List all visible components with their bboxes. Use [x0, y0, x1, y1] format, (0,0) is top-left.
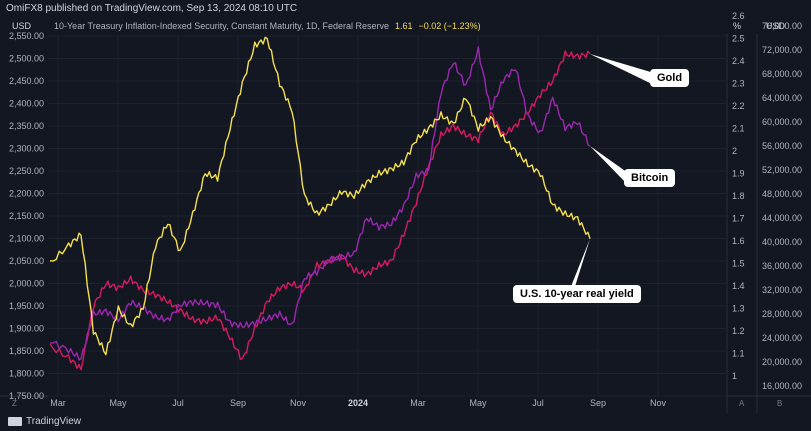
- right-axis-unit: USD: [766, 21, 786, 31]
- right-axis-tick-label: 20,000.00: [762, 357, 802, 367]
- right-axis-tick-label: 64,000.00: [762, 93, 802, 103]
- right-axis-tick-label: 44,000.00: [762, 213, 802, 223]
- right-axis-tick-label: 52,000.00: [762, 165, 802, 175]
- bitcoin-callout-pointer: [590, 146, 628, 185]
- left-axis-tick-label: 1,900.00: [9, 324, 44, 334]
- mid-axis-tick-label: 2: [732, 146, 737, 156]
- mid-axis-tick-label: 2.5: [732, 34, 745, 44]
- x-axis-corner-right: B: [777, 399, 782, 408]
- right-axis-tick-label: 16,000.00: [762, 381, 802, 391]
- right-axis-tick-label: 32,000.00: [762, 285, 802, 295]
- right-axis-tick-label: 40,000.00: [762, 237, 802, 247]
- mid-axis-unit: %: [733, 21, 742, 31]
- right-axis-tick-label: 24,000.00: [762, 333, 802, 343]
- series-legend[interactable]: 10-Year Treasury Inflation-Indexed Secur…: [54, 18, 481, 34]
- x-axis-tick-label: 2024: [348, 398, 368, 408]
- yield-callout-text: U.S. 10-year real yield: [520, 288, 634, 300]
- x-axis-tick-label: Mar: [50, 398, 66, 408]
- series-line-gold: [49, 50, 591, 371]
- mid-axis-tick-label: 2.1: [732, 124, 745, 134]
- legend-name: 10-Year Treasury Inflation-Indexed Secur…: [54, 21, 389, 31]
- right-axis-tick-label: 60,000.00: [762, 117, 802, 127]
- left-axis-tick-label: 1,950.00: [9, 301, 44, 311]
- pane-header: USD 10-Year Treasury Inflation-Indexed S…: [0, 18, 811, 34]
- left-axis-tick-label: 2,500.00: [9, 54, 44, 64]
- mid-axis-tick-label: 1.3: [732, 304, 745, 314]
- mid-axis-tick-label: 1.1: [732, 349, 745, 359]
- publisher-line: OmiFX8 published on TradingView.com, Sep…: [0, 0, 811, 18]
- right-axis-tick-label: 56,000.00: [762, 141, 802, 151]
- legend-change: −0.02 (−1.23%): [418, 21, 481, 31]
- yield-callout: U.S. 10-year real yield: [513, 285, 641, 303]
- x-axis-corner-left: Z: [12, 399, 17, 408]
- mid-axis-tick-label: 2.3: [732, 79, 745, 89]
- mid-axis-tick-label: 1: [732, 371, 737, 381]
- left-axis-tick-label: 2,550.00: [9, 31, 44, 41]
- left-axis-tick-label: 2,400.00: [9, 99, 44, 109]
- left-axis-tick-label: 2,000.00: [9, 279, 44, 289]
- left-axis-tick-label: 2,150.00: [9, 211, 44, 221]
- mid-axis-tick-label: 2.2: [732, 101, 745, 111]
- price-chart[interactable]: 2,550.00 2,500.00 2,450.00 2,400.00 2,350.00…: [0, 0, 811, 413]
- mid-axis-tick-label: 1.4: [732, 281, 745, 291]
- mid-axis-tick-label: 1.7: [732, 214, 745, 224]
- x-axis-tick-label: Nov: [290, 398, 307, 408]
- left-axis-tick-label: 2,200.00: [9, 189, 44, 199]
- left-axis-unit: USD: [12, 21, 32, 31]
- publisher-text: OmiFX8 published on TradingView.com, Sep…: [6, 3, 298, 14]
- left-axis-tick-label: 2,100.00: [9, 234, 44, 244]
- mid-axis-tick-label: 2.6: [732, 11, 745, 21]
- left-axis-tick-label: 1,800.00: [9, 369, 44, 379]
- x-axis-tick-label: Jul: [172, 398, 184, 408]
- yield-callout-pointer: [572, 238, 590, 296]
- right-axis-tick-label: 36,000.00: [762, 261, 802, 271]
- series-line-bitcoin: [49, 46, 591, 361]
- x-axis-tick-label: Sep: [590, 398, 606, 408]
- gold-callout: Gold: [650, 69, 690, 87]
- mid-axis-tick-label: 1.6: [732, 236, 745, 246]
- left-axis-tick-label: 2,450.00: [9, 76, 44, 86]
- gold-callout-text: Gold: [657, 72, 683, 84]
- bitcoin-callout-text: Bitcoin: [631, 172, 669, 184]
- mid-axis-tick-label: 1.9: [732, 169, 745, 179]
- left-axis-tick-label: 2,050.00: [9, 256, 44, 266]
- right-axis-tick-label: 72,000.00: [762, 45, 802, 55]
- x-axis-tick-label: Sep: [230, 398, 246, 408]
- footer-brand: TradingView: [26, 416, 82, 427]
- left-axis-tick-label: 2,250.00: [9, 166, 44, 176]
- x-axis-tick-label: Nov: [650, 398, 667, 408]
- mid-axis-tick-label: 1.8: [732, 191, 745, 201]
- left-axis-tick-label: 2,350.00: [9, 121, 44, 131]
- right-axis-tick-label: 76,000.00: [762, 21, 802, 31]
- mid-axis-tick-label: 1.5: [732, 259, 745, 269]
- left-axis-tick-label: 1,850.00: [9, 346, 44, 356]
- series-line-u-s-10-year-real-yield: [49, 36, 591, 356]
- legend-value: 1.61: [395, 21, 413, 31]
- footer-bar: TradingView: [0, 413, 811, 431]
- mid-axis-tick-label: 2.4: [732, 56, 745, 66]
- gold-callout-pointer: [590, 54, 654, 85]
- x-axis-tick-label: May: [109, 398, 127, 408]
- right-axis-tick-label: 48,000.00: [762, 189, 802, 199]
- left-axis-tick-label: 2,300.00: [9, 144, 44, 154]
- x-axis-tick-label: May: [469, 398, 487, 408]
- x-axis-tick-label: Jul: [532, 398, 544, 408]
- left-axis-tick-label: 1,750.00: [9, 391, 44, 401]
- tradingview-logo-icon: [8, 416, 22, 426]
- right-axis-tick-label: 68,000.00: [762, 69, 802, 79]
- right-axis-tick-label: 28,000.00: [762, 309, 802, 319]
- x-axis-tick-label: Mar: [410, 398, 426, 408]
- mid-axis-tick-label: 1.2: [732, 326, 745, 336]
- bitcoin-callout: Bitcoin: [624, 169, 676, 187]
- x-axis-corner-mid: A: [739, 399, 745, 408]
